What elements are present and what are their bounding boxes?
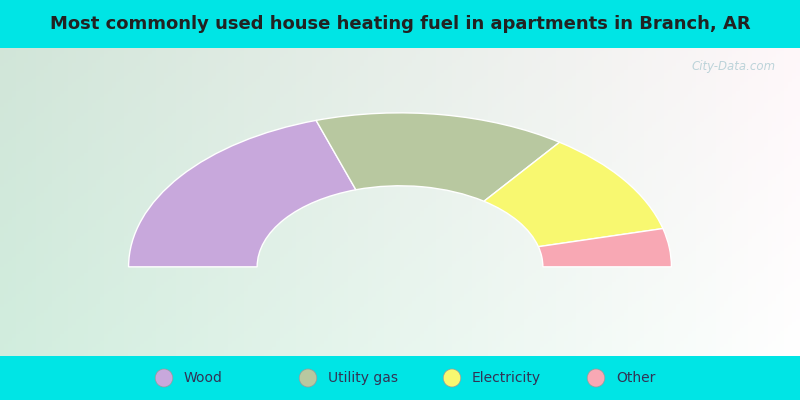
Wedge shape [316,113,559,201]
Text: City-Data.com: City-Data.com [692,60,776,73]
Wedge shape [129,120,356,267]
Text: Wood: Wood [184,371,223,385]
Text: Electricity: Electricity [472,371,541,385]
Wedge shape [538,228,671,267]
Wedge shape [484,142,663,247]
Text: Most commonly used house heating fuel in apartments in Branch, AR: Most commonly used house heating fuel in… [50,15,750,33]
Text: Utility gas: Utility gas [328,371,398,385]
Text: Other: Other [616,371,655,385]
